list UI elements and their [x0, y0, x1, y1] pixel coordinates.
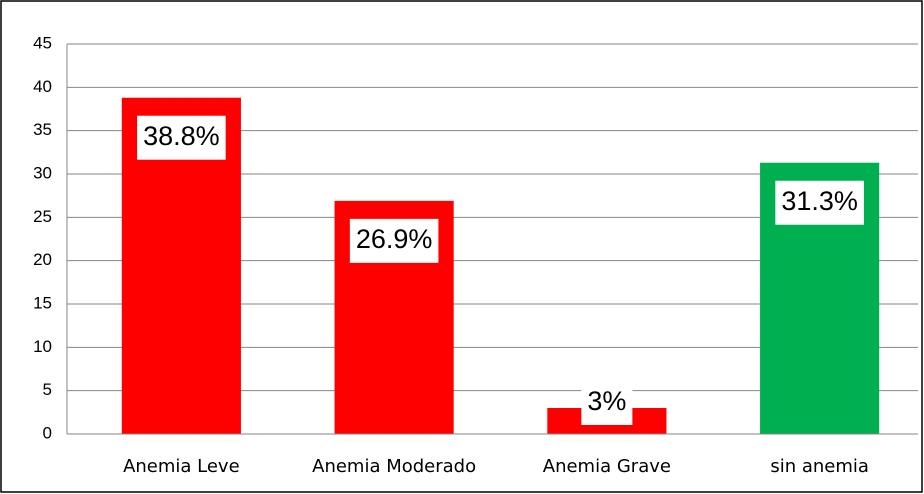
value-label-box — [137, 115, 226, 160]
y-tick-label: 10 — [33, 337, 52, 356]
y-tick-label: 45 — [33, 33, 52, 52]
y-tick-label: 20 — [33, 250, 52, 269]
value-label: 3% — [587, 386, 626, 416]
value-label-box — [349, 218, 439, 263]
y-tick-label: 0 — [43, 423, 52, 442]
value-label-box — [775, 180, 864, 225]
y-tick-label: 35 — [33, 120, 52, 139]
x-tick-label: sin anemia — [770, 456, 869, 477]
y-tick-label: 15 — [33, 293, 52, 312]
x-tick-label: Anemia Grave — [543, 456, 671, 477]
value-label: 31.3% — [781, 186, 858, 216]
y-tick-label: 25 — [33, 207, 52, 226]
value-label: 38.8% — [143, 121, 220, 151]
value-label: 26.9% — [356, 224, 433, 254]
y-tick-label: 5 — [43, 380, 52, 399]
value-label-box — [581, 381, 633, 425]
y-tick-label: 30 — [33, 163, 52, 182]
x-tick-label: Anemia Moderado — [312, 456, 476, 477]
y-tick-label: 40 — [33, 77, 52, 96]
x-tick-label: Anemia Leve — [123, 456, 240, 477]
